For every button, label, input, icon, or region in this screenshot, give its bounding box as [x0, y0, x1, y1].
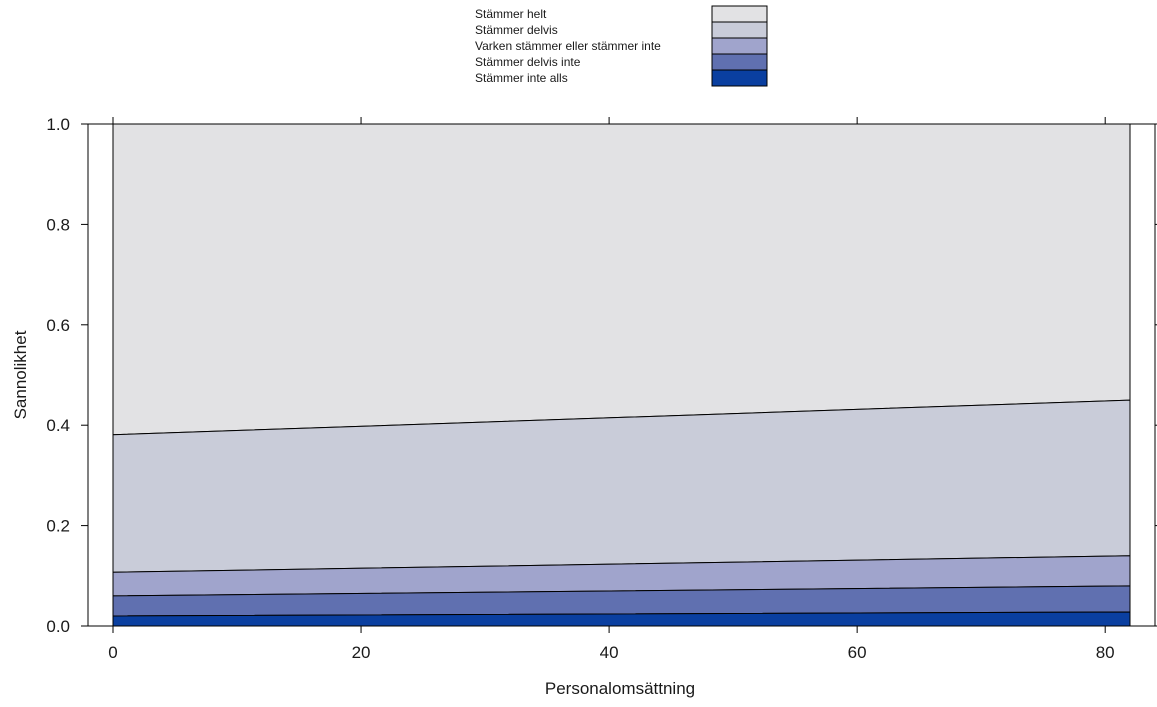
x-tick-label: 20	[352, 643, 371, 662]
y-tick-label: 0.2	[46, 517, 70, 536]
y-axis-title: Sannolikhet	[11, 330, 30, 419]
y-tick-label: 1.0	[46, 115, 70, 134]
legend-swatch-varken-stammer-eller-stammer-inte	[711, 37, 768, 55]
legend-label-stammer-delvis-inte: Stämmer delvis inte	[475, 55, 581, 69]
x-tick-label: 60	[848, 643, 867, 662]
legend-swatch-stammer-inte-alls	[711, 69, 768, 87]
x-tick-label: 0	[108, 643, 117, 662]
legend-swatch-stammer-delvis-inte	[711, 53, 768, 71]
legend-label-stammer-inte-alls: Stämmer inte alls	[475, 71, 568, 85]
x-tick-label: 80	[1096, 643, 1115, 662]
y-tick-label: 0.6	[46, 316, 70, 335]
legend-label-stammer-delvis: Stämmer delvis	[475, 23, 558, 37]
y-tick-label: 0.4	[46, 416, 70, 435]
legend-swatch-stammer-helt	[711, 5, 768, 23]
legend-label-varken-stammer-eller-stammer-inte: Varken stämmer eller stämmer inte	[475, 39, 661, 53]
x-tick-label: 40	[600, 643, 619, 662]
legend-swatch-stammer-delvis	[711, 21, 768, 39]
plot-frame	[87, 123, 1156, 627]
y-tick-label: 0.8	[46, 215, 70, 234]
legend-label-stammer-helt: Stämmer helt	[475, 7, 547, 21]
x-axis-title: Personalomsättning	[545, 679, 695, 698]
area-stammer-helt	[112, 123, 1131, 436]
y-tick-label: 0.0	[46, 617, 70, 636]
